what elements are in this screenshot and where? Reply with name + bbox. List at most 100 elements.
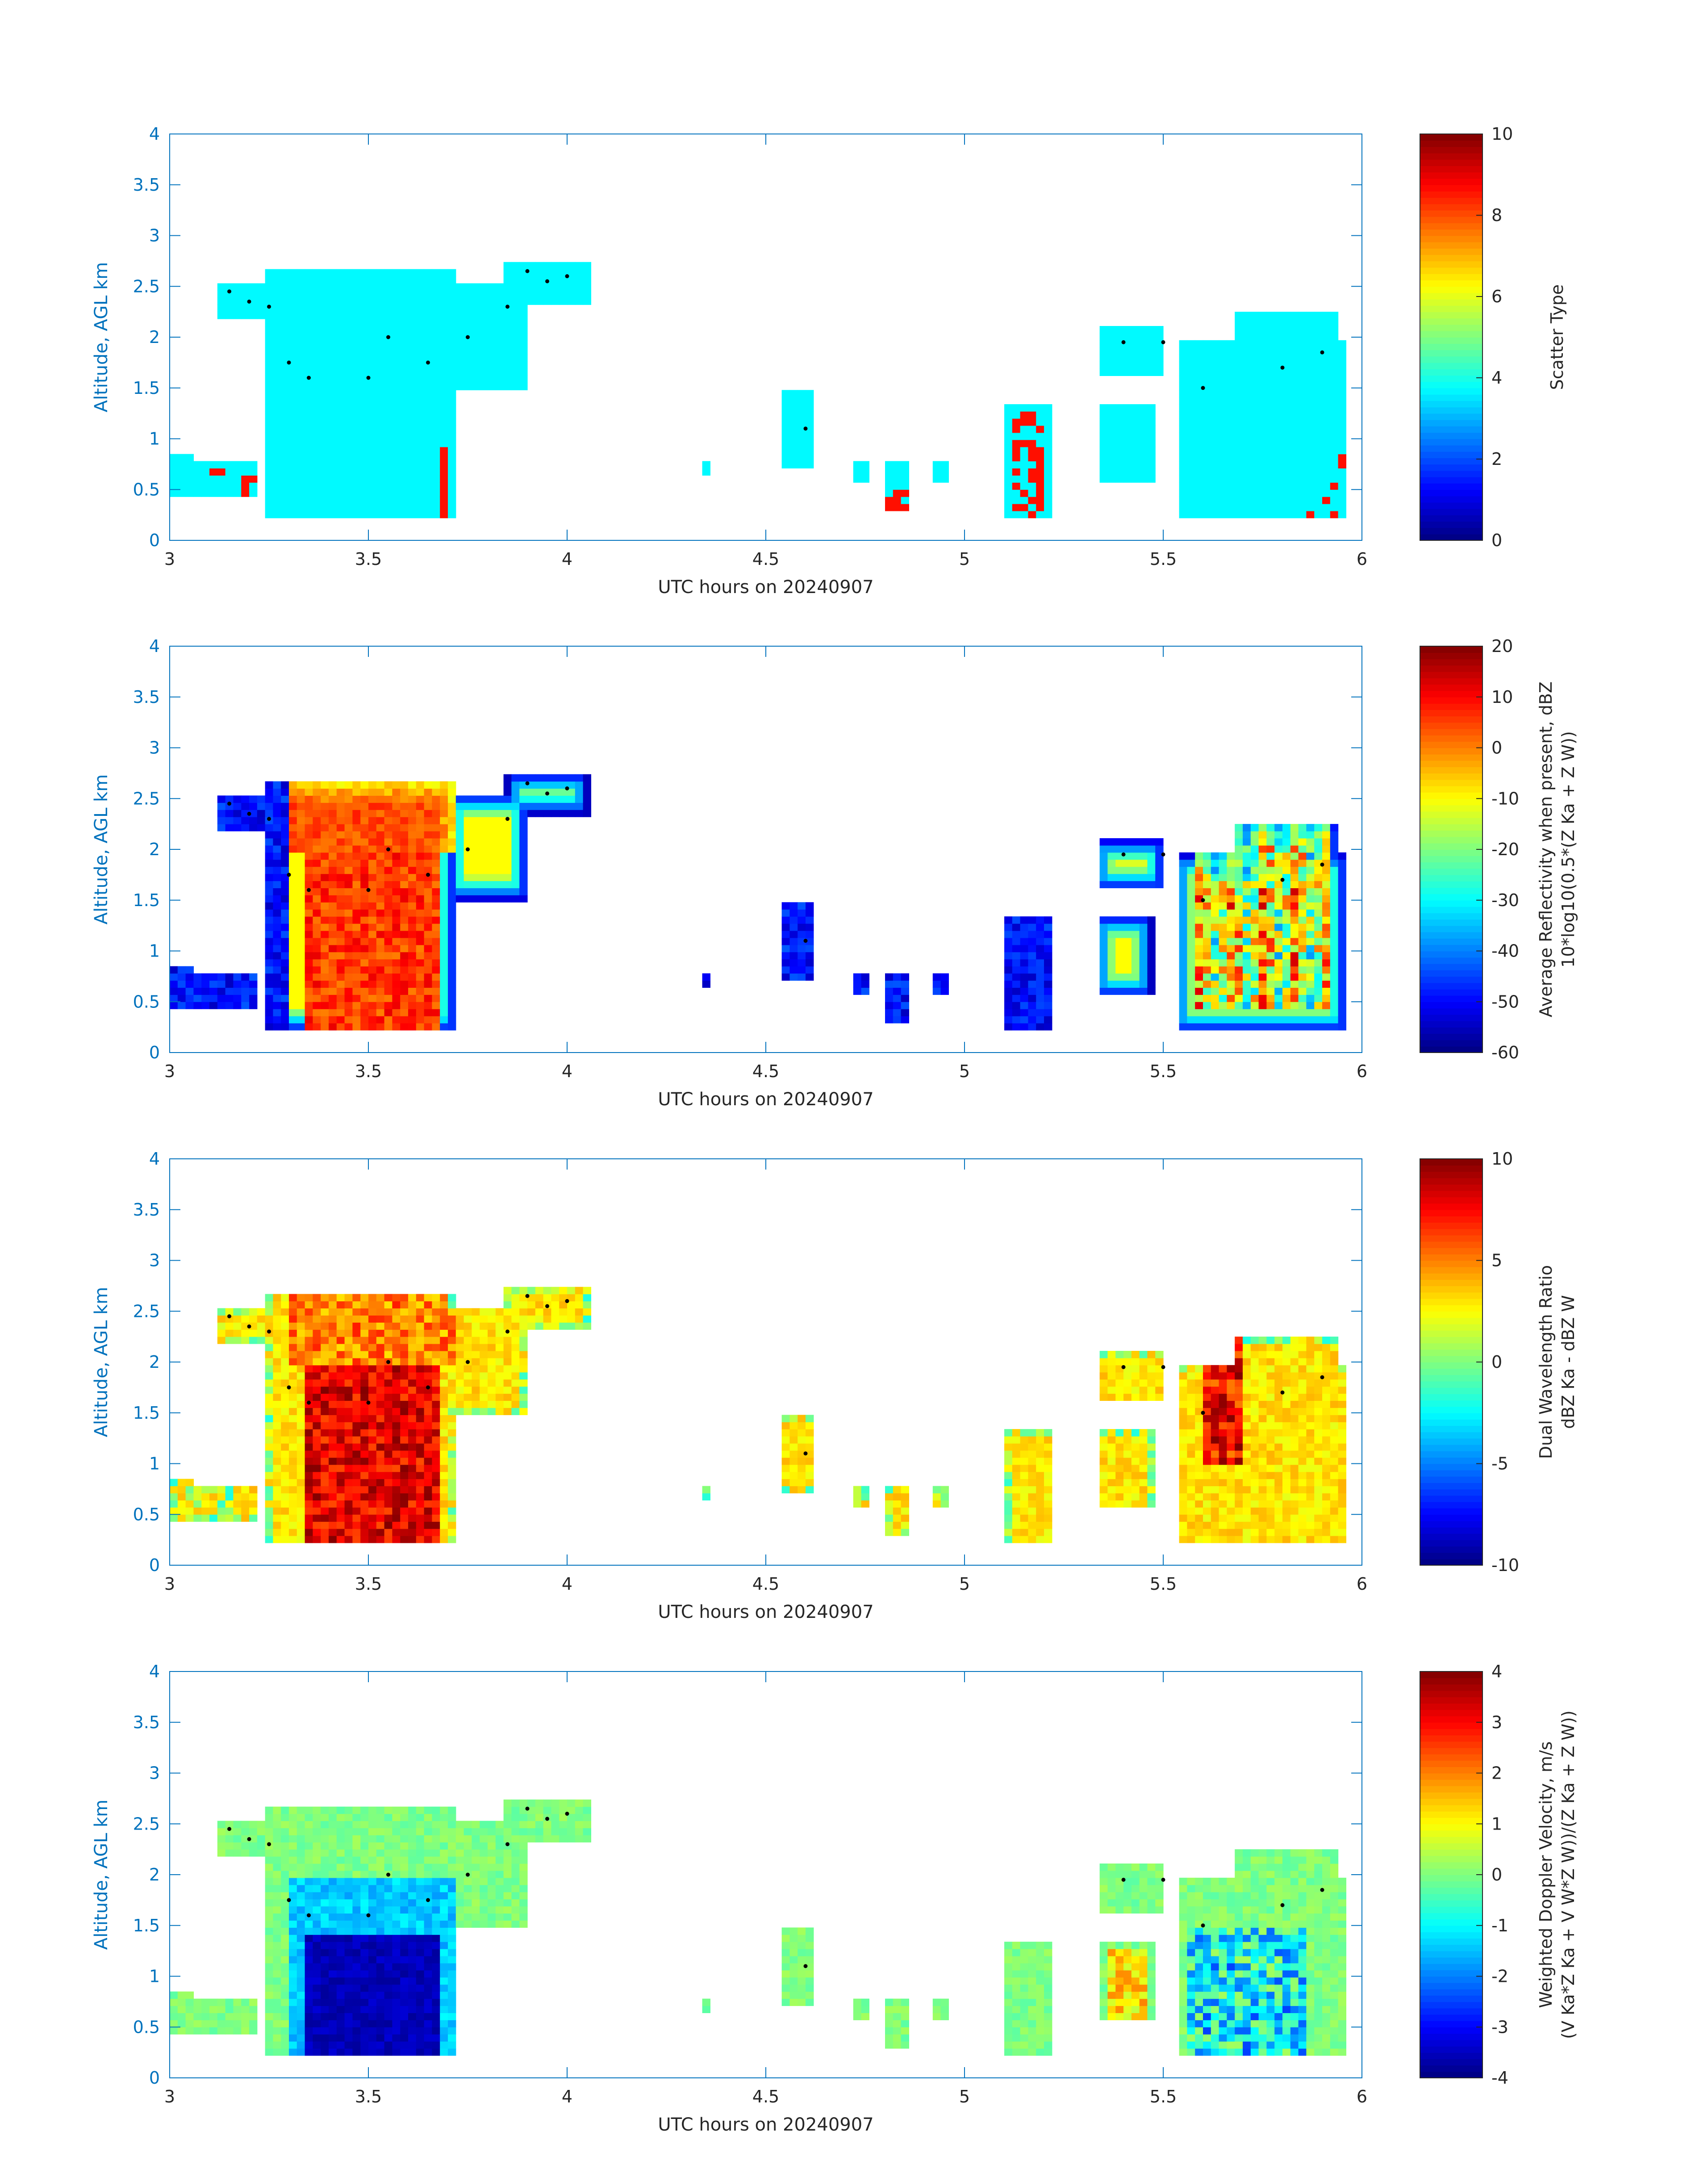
heatmap-cell <box>368 966 377 974</box>
heatmap-cell <box>1282 326 1291 334</box>
heatmap-cell <box>416 937 425 945</box>
heatmap-cell <box>1147 859 1156 867</box>
heatmap-cell <box>400 831 409 839</box>
heatmap-cell <box>1298 347 1307 355</box>
heatmap-cell <box>241 1507 250 1515</box>
heatmap-cell <box>313 297 321 305</box>
heatmap-cell <box>551 283 560 291</box>
colorbar-tick-label: -30 <box>1491 890 1519 910</box>
heatmap-cell <box>1290 326 1299 334</box>
heatmap-cell <box>448 447 456 455</box>
heatmap-cell <box>368 866 377 874</box>
heatmap-cell <box>1314 973 1323 981</box>
heatmap-cell <box>376 1386 385 1394</box>
heatmap-cell <box>384 1493 393 1500</box>
heatmap-cell <box>1314 461 1323 468</box>
heatmap-cell <box>392 354 401 362</box>
heatmap-cell <box>480 866 488 874</box>
heatmap-cell <box>400 987 409 995</box>
heatmap-cell <box>368 333 377 341</box>
heatmap-cell <box>273 859 281 867</box>
heatmap-cell <box>1266 504 1275 511</box>
heatmap-cell <box>1330 959 1339 967</box>
heatmap-cell <box>392 1486 401 1494</box>
heatmap-cell <box>448 966 456 974</box>
heatmap-cell <box>289 1337 297 1344</box>
heatmap-cell <box>305 852 313 860</box>
heatmap-cell <box>424 944 432 953</box>
heatmap-cell <box>575 269 584 277</box>
heatmap-cell <box>281 973 289 981</box>
colorbar-swatch <box>1420 690 1482 698</box>
heatmap-cell <box>1044 489 1052 497</box>
heatmap-cell <box>313 504 321 511</box>
heatmap-cell <box>193 1002 202 1009</box>
heatmap-cell <box>1036 447 1044 455</box>
heatmap-cell <box>432 290 440 298</box>
cloud-top-dot <box>287 873 291 877</box>
heatmap-cell <box>1028 1016 1036 1024</box>
heatmap-cell <box>503 340 512 348</box>
heatmap-cell <box>217 297 226 305</box>
heatmap-cell <box>1330 439 1339 447</box>
heatmap-cell <box>289 931 297 938</box>
heatmap-cell <box>1314 902 1323 910</box>
heatmap-cell <box>1274 944 1283 953</box>
heatmap-cell <box>1282 432 1291 440</box>
heatmap-cell <box>1044 454 1052 462</box>
heatmap-cell <box>448 482 456 490</box>
heatmap-cell <box>1243 980 1251 988</box>
heatmap-cell <box>1219 916 1227 924</box>
heatmap-cell <box>1115 411 1124 419</box>
heatmap-cell <box>265 390 273 397</box>
heatmap-cell <box>1179 347 1187 355</box>
heatmap-cell <box>448 952 456 960</box>
heatmap-cell <box>1243 937 1251 945</box>
heatmap-cell <box>408 447 417 455</box>
colorbar-swatch <box>1420 760 1482 767</box>
heatmap-cell <box>440 1002 448 1009</box>
heatmap-cell <box>781 909 790 917</box>
heatmap-cell <box>480 881 488 888</box>
colorbar-swatch <box>1420 792 1482 799</box>
heatmap-cell <box>1282 937 1291 945</box>
heatmap-cell <box>392 1358 401 1366</box>
heatmap-cell <box>305 1507 313 1515</box>
heatmap-cell <box>416 312 425 319</box>
heatmap-cell <box>305 1344 313 1351</box>
heatmap-cell <box>1012 959 1021 967</box>
heatmap-cell <box>1330 447 1339 455</box>
heatmap-cell <box>321 497 329 504</box>
heatmap-cell <box>1115 368 1124 376</box>
colorbar-swatch <box>1420 1014 1482 1021</box>
heatmap-cell <box>416 817 425 824</box>
heatmap-cell <box>392 1023 401 1031</box>
heatmap-cell <box>344 831 353 839</box>
heatmap-cell <box>273 852 281 860</box>
heatmap-cell <box>265 1308 273 1316</box>
heatmap-cell <box>281 1301 289 1308</box>
heatmap-cell <box>1258 312 1267 319</box>
heatmap-cell <box>321 397 329 405</box>
heatmap-cell <box>296 888 305 895</box>
heatmap-cell <box>225 1337 234 1344</box>
heatmap-cell <box>1123 980 1132 988</box>
heatmap-cell <box>1306 831 1315 839</box>
heatmap-cell <box>1195 340 1203 348</box>
heatmap-cell <box>336 1351 345 1358</box>
heatmap-cell <box>1338 980 1346 988</box>
heatmap-cell <box>551 297 560 305</box>
heatmap-cell <box>305 468 313 476</box>
heatmap-cell <box>336 1521 345 1529</box>
heatmap-cell <box>289 1536 297 1543</box>
heatmap-cell <box>1282 952 1291 960</box>
heatmap-cell <box>352 297 361 305</box>
heatmap-cell <box>551 269 560 277</box>
heatmap-cell <box>1139 361 1148 369</box>
heatmap-cell <box>1306 390 1315 397</box>
heatmap-cell <box>1338 923 1346 931</box>
heatmap-cell <box>313 916 321 924</box>
heatmap-cell <box>448 468 456 476</box>
heatmap-cell <box>781 418 790 426</box>
heatmap-cell <box>273 1393 281 1401</box>
